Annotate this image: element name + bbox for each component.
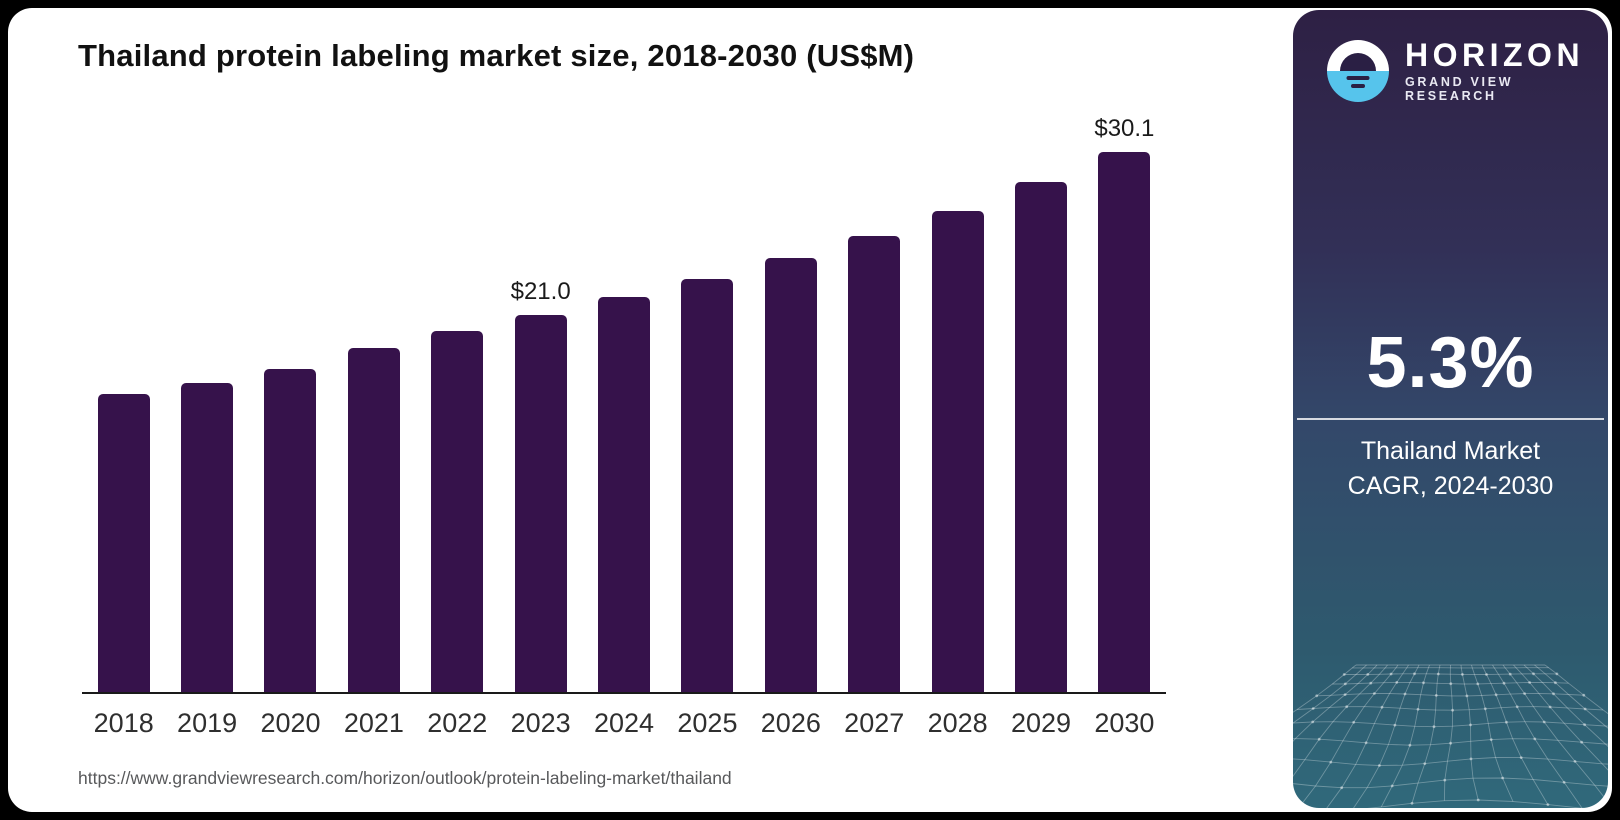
chart-bar-2020	[264, 369, 317, 692]
x-axis-label: 2029	[1010, 708, 1072, 738]
divider-line	[1297, 418, 1604, 420]
x-axis-line	[82, 692, 1166, 694]
bar-slot	[165, 124, 248, 692]
x-axis-label: 2020	[260, 708, 321, 738]
x-axis-label: 2028	[927, 708, 988, 738]
bar-slot	[916, 124, 999, 692]
bars-area: $21.0 $30.1	[82, 115, 1166, 692]
chart-bar-2026	[764, 258, 817, 692]
bar-slot: $21.0	[499, 124, 582, 692]
chart-bar-2018	[97, 394, 150, 692]
horizon-sun-icon	[1327, 39, 1389, 102]
x-axis-label: 2025	[677, 708, 738, 738]
bar-slot	[749, 124, 832, 692]
bar-slot	[249, 124, 332, 692]
chart-bar-2030	[1098, 152, 1151, 692]
bar-slot: $30.1	[1083, 115, 1166, 692]
chart-bar-2024	[598, 297, 651, 692]
sun-shape	[1340, 52, 1376, 71]
wireframe-mesh-graphic	[1293, 664, 1608, 808]
bar-value-label: $21.0	[510, 278, 571, 305]
x-axis-label: 2018	[93, 708, 154, 738]
chart-bar-2023	[514, 315, 567, 692]
bar-slot	[416, 124, 499, 692]
horizon-logo: HORIZON GRAND VIEW RESEARCH	[1327, 38, 1608, 103]
sun-ray	[1351, 83, 1365, 88]
chart-bar-2028	[931, 211, 984, 692]
logo-text: HORIZON GRAND VIEW RESEARCH	[1405, 38, 1608, 103]
bar-slot	[999, 124, 1082, 692]
x-axis-labels: 2018 2019 2020 2021 2022 2023 2024 2025 2026 2027…	[82, 708, 1166, 739]
chart-bar-2025	[681, 279, 734, 692]
x-axis-label: 2024	[594, 708, 655, 738]
x-axis-label: 2021	[343, 708, 404, 738]
x-axis-label: 2027	[844, 708, 905, 738]
x-axis-label: 2019	[177, 708, 238, 738]
x-axis-label: 2023	[510, 708, 571, 738]
bar-chart: $21.0 $30.1 2018 2019 2020 2021 2022 2023 2024 2…	[82, 115, 1166, 739]
sun-ray	[1346, 75, 1370, 80]
cagr-stat-block: 5.3% Thailand Market CAGR, 2024-2030	[1293, 322, 1608, 504]
chart-bar-2029	[1014, 182, 1067, 692]
cagr-value: 5.3%	[1366, 323, 1535, 403]
cagr-caption-line2: CAGR, 2024-2030	[1347, 472, 1554, 500]
brand-name: HORIZON	[1405, 37, 1585, 73]
brand-subtitle: GRAND VIEW RESEARCH	[1405, 75, 1514, 103]
bar-slot	[666, 124, 749, 692]
x-axis-label: 2030	[1094, 708, 1155, 738]
x-axis-label: 2022	[427, 708, 488, 738]
bar-slot	[332, 124, 415, 692]
chart-bar-2022	[431, 331, 484, 692]
brand-panel: HORIZON GRAND VIEW RESEARCH 5.3% Thailan…	[1293, 10, 1608, 808]
bar-value-label: $30.1	[1094, 115, 1155, 142]
chart-bar-2027	[848, 236, 901, 692]
source-url: https://www.grandviewresearch.com/horizo…	[78, 768, 732, 788]
chart-bar-2021	[347, 348, 400, 692]
cagr-caption-line1: Thailand Market	[1360, 437, 1541, 465]
x-axis-label: 2026	[760, 708, 821, 738]
chart-title: Thailand protein labeling market size, 2…	[78, 38, 915, 73]
bar-slot	[833, 124, 916, 692]
bar-slot	[82, 124, 165, 692]
cagr-caption: Thailand Market CAGR, 2024-2030	[1293, 434, 1608, 504]
chart-bar-2019	[181, 383, 234, 692]
bar-slot	[582, 124, 665, 692]
